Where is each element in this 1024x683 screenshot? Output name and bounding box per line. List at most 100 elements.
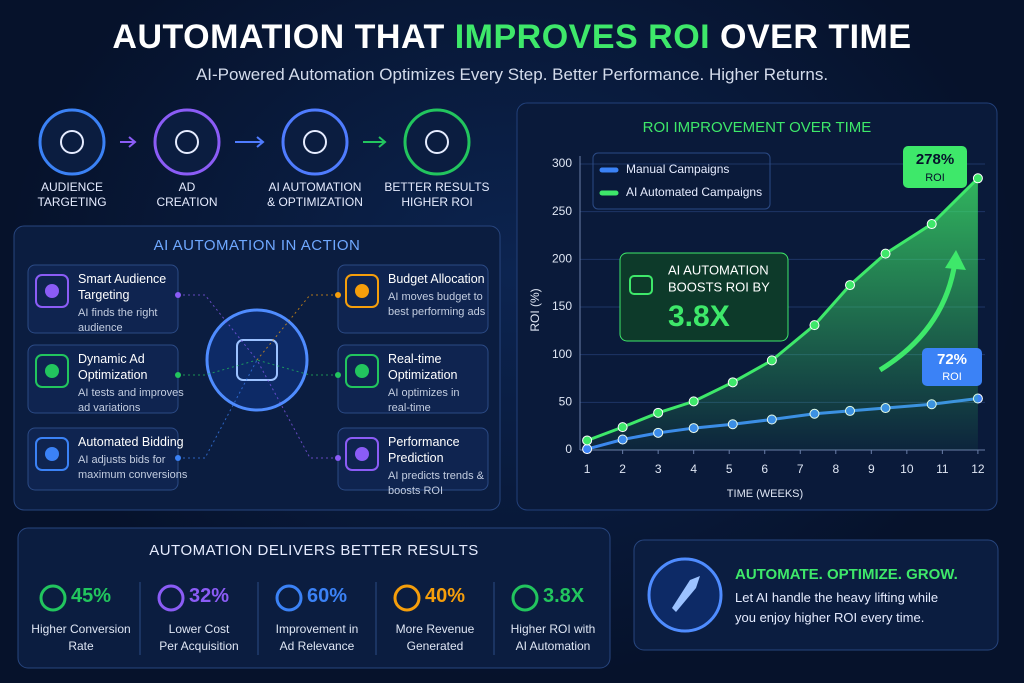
feature-glyph bbox=[355, 447, 369, 461]
feature-icon bbox=[345, 354, 379, 388]
connector-dot bbox=[175, 455, 181, 461]
cta-text: you enjoy higher ROI every time. bbox=[735, 610, 925, 625]
feature-desc: AI finds the right bbox=[78, 307, 158, 319]
y-tick-label: 200 bbox=[552, 252, 572, 266]
step-glyph bbox=[303, 130, 327, 154]
callout-text: AI AUTOMATION bbox=[668, 262, 769, 277]
stat-label: More Revenue bbox=[395, 622, 475, 636]
step-glyph bbox=[425, 130, 449, 154]
stat-value: 3.8X bbox=[543, 585, 585, 607]
feature-icon bbox=[35, 437, 69, 471]
subtitle: AI-Powered Automation Optimizes Every St… bbox=[195, 65, 829, 84]
area bbox=[587, 178, 978, 451]
step-label: BETTER RESULTS bbox=[384, 180, 490, 194]
y-tick-label: 300 bbox=[552, 156, 572, 170]
y-tick-label: 150 bbox=[552, 299, 572, 313]
connector bbox=[178, 359, 258, 459]
x-tick-label: 7 bbox=[797, 462, 804, 476]
step-glyph bbox=[175, 130, 199, 154]
callout-text: BOOSTS ROI BY bbox=[668, 279, 770, 294]
step-label: TARGETING bbox=[37, 195, 107, 209]
feature-glyph bbox=[45, 364, 59, 378]
stat-label: AI Automation bbox=[515, 639, 591, 653]
step-icon bbox=[281, 108, 349, 176]
stat-label: Higher Conversion bbox=[31, 622, 131, 636]
legend bbox=[592, 152, 771, 210]
legend-label: Manual Campaigns bbox=[626, 162, 729, 176]
stat-value: 60% bbox=[307, 585, 348, 607]
feature-desc: ad variations bbox=[78, 402, 141, 414]
point bbox=[972, 173, 983, 184]
step-icon bbox=[153, 108, 221, 176]
step-label: AUDIENCE bbox=[40, 180, 103, 194]
feature-desc: AI optimizes in bbox=[388, 387, 460, 399]
x-axis-label: TIME (WEEKS) bbox=[727, 488, 803, 500]
cta-text: Let AI handle the heavy lifting while bbox=[735, 590, 939, 605]
point bbox=[688, 396, 699, 407]
x-tick-label: 4 bbox=[690, 462, 697, 476]
callout bbox=[619, 252, 789, 342]
x-tick-label: 1 bbox=[584, 462, 591, 476]
roi-badge-sub: ROI bbox=[942, 371, 962, 383]
stat-label: Per Acquisition bbox=[159, 639, 239, 653]
section-title: AUTOMATION DELIVERS BETTER RESULTS bbox=[149, 542, 479, 559]
x-tick-label: 5 bbox=[726, 462, 733, 476]
feature-desc: best performing ads bbox=[388, 306, 486, 318]
feature-title: Performance bbox=[388, 435, 460, 449]
stat-value: 32% bbox=[189, 585, 230, 607]
x-tick-label: 2 bbox=[619, 462, 626, 476]
point bbox=[809, 320, 820, 331]
x-tick-label: 10 bbox=[900, 462, 914, 476]
title: AUTOMATION THAT IMPROVES ROI OVER TIME bbox=[0, 18, 1024, 57]
section-title: AI AUTOMATION IN ACTION bbox=[153, 237, 361, 254]
point bbox=[880, 248, 891, 259]
feature-card bbox=[337, 344, 489, 414]
rocket bbox=[672, 576, 700, 612]
feature-title: Dynamic Ad bbox=[78, 352, 145, 366]
stat-label: Rate bbox=[68, 639, 94, 653]
feature-desc: maximum conversions bbox=[78, 469, 188, 481]
step-label: CREATION bbox=[156, 195, 218, 209]
feature-desc: AI adjusts bids for bbox=[78, 454, 166, 466]
stat-value: 45% bbox=[71, 585, 112, 607]
x-tick-label: 12 bbox=[971, 462, 985, 476]
feature-icon bbox=[345, 274, 379, 308]
feature-icon bbox=[35, 274, 69, 308]
x-tick-label: 6 bbox=[761, 462, 768, 476]
step-label: HIGHER ROI bbox=[401, 195, 473, 209]
stat-value: 40% bbox=[425, 585, 466, 607]
feature-icon bbox=[35, 354, 69, 388]
feature-desc: AI tests and improves bbox=[78, 387, 184, 399]
cta-title: AUTOMATE. OPTIMIZE. GROW. bbox=[735, 566, 958, 583]
feature-desc: AI predicts trends & bbox=[388, 470, 484, 482]
stat-label: Higher ROI with bbox=[510, 622, 596, 636]
x-tick-label: 11 bbox=[936, 462, 949, 476]
chart-title: ROI IMPROVEMENT OVER TIME bbox=[643, 119, 872, 136]
legend-label: AI Automated Campaigns bbox=[626, 185, 762, 199]
x-tick-label: 3 bbox=[655, 462, 662, 476]
trend-arrow bbox=[878, 261, 958, 373]
title-part: OVER TIME bbox=[710, 18, 912, 56]
step-icon bbox=[38, 108, 106, 176]
callout-value: 3.8X bbox=[668, 300, 730, 333]
feature-card bbox=[27, 344, 179, 414]
point bbox=[766, 355, 777, 366]
feature-glyph bbox=[355, 364, 369, 378]
stat-icon bbox=[157, 584, 185, 612]
y-tick-label: 50 bbox=[559, 395, 573, 409]
roi-badge-value: 72% bbox=[937, 351, 967, 368]
stat-label: Generated bbox=[406, 639, 464, 653]
point bbox=[727, 377, 738, 388]
stat-icon bbox=[511, 584, 539, 612]
feature-desc: real-time bbox=[388, 402, 431, 414]
feature-card bbox=[27, 264, 179, 334]
y-tick-label: 0 bbox=[565, 442, 572, 456]
stat-icon bbox=[393, 584, 421, 612]
results-panel bbox=[17, 527, 611, 669]
step-label: AI AUTOMATION bbox=[268, 180, 362, 194]
feature-title: Smart Audience bbox=[78, 272, 167, 286]
title-part: IMPROVES ROI bbox=[454, 18, 711, 56]
flow-arrow bbox=[235, 136, 265, 148]
